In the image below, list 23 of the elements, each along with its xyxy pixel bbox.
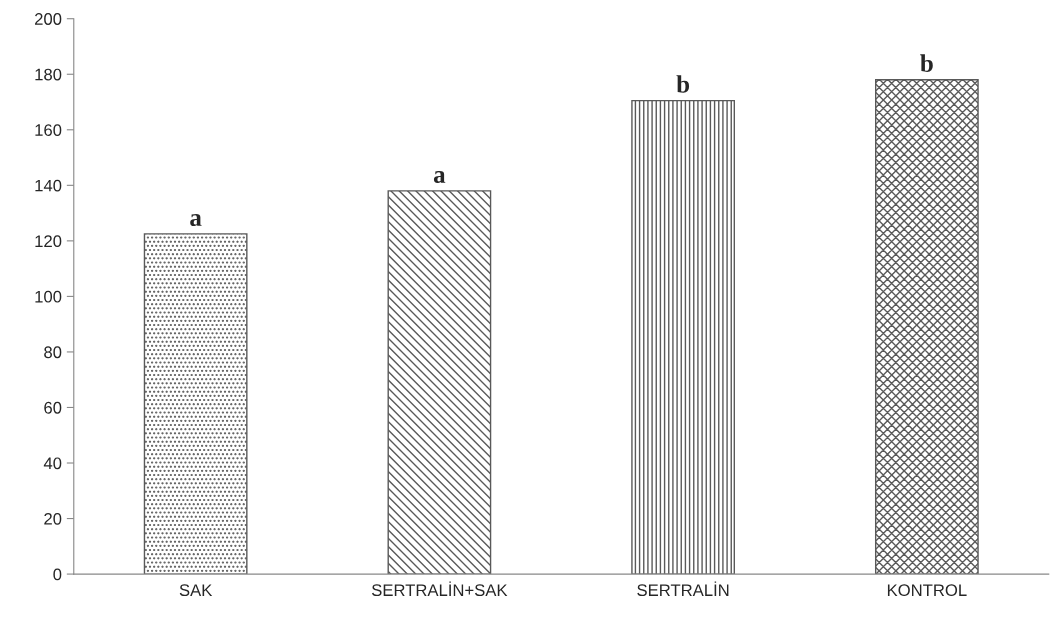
annotation: a xyxy=(190,214,202,227)
y-tick-label: 100 xyxy=(35,290,62,303)
x-tick-label: SERTRALİN+SAK xyxy=(371,581,508,597)
y-tick-label: 120 xyxy=(35,235,62,248)
y-tick-label: 200 xyxy=(35,13,62,25)
y-tick-label: 180 xyxy=(35,68,62,81)
bar xyxy=(874,79,979,575)
y-tick-label: 20 xyxy=(44,512,62,525)
x-tick-label: SAK xyxy=(179,584,213,597)
bar xyxy=(143,233,248,575)
y-tick-label: 140 xyxy=(35,179,62,192)
y-tick-label: 80 xyxy=(44,346,62,359)
bar xyxy=(387,190,492,575)
y-tick-label: 60 xyxy=(44,401,62,414)
x-tick-label: KONTROL xyxy=(887,584,967,597)
x-tick-label: SERTRALİN xyxy=(637,581,729,597)
annotation: b xyxy=(920,54,933,72)
y-tick-label: 0 xyxy=(53,568,62,581)
y-tick-label: 40 xyxy=(43,457,62,470)
annotation: a xyxy=(433,171,446,184)
annotation: b xyxy=(676,75,690,93)
y-tick-label: 160 xyxy=(35,124,62,136)
bar xyxy=(631,99,736,575)
